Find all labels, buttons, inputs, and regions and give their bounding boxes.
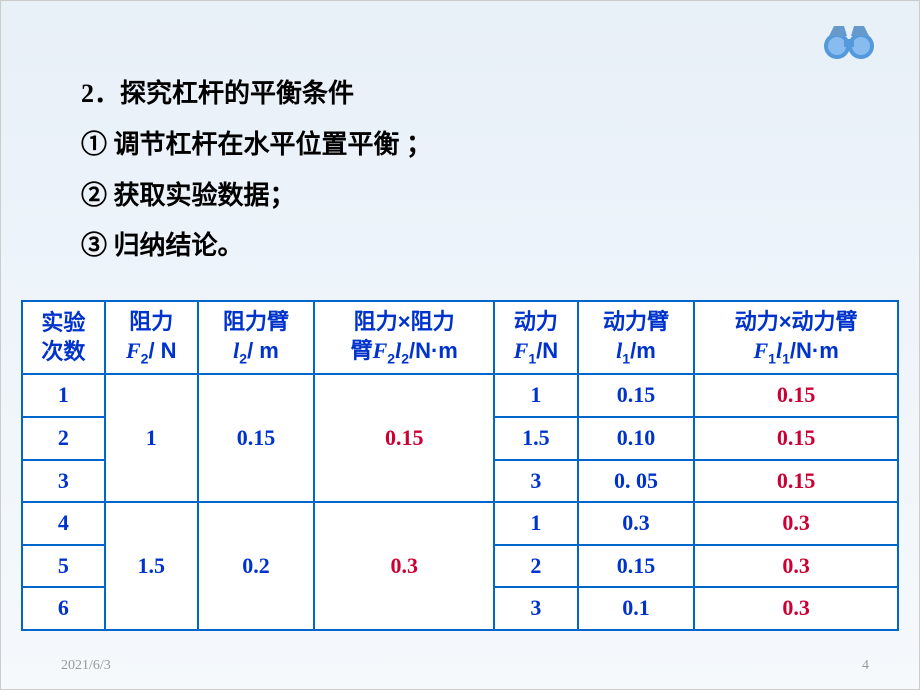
heading-line-4: ③ 归纳结论。 (81, 223, 839, 270)
cell-trial: 6 (22, 587, 105, 630)
cell-l1: 0.15 (578, 545, 695, 588)
cell-f1l1: 0.3 (694, 502, 898, 545)
cell-f2l2: 0.3 (314, 502, 494, 630)
heading-line-2: ① 调节杠杆在水平位置平衡 ； (81, 122, 839, 169)
cell-f1: 3 (494, 587, 578, 630)
header-resistance-arm: 阻力臂 l2/ m (198, 301, 315, 374)
cell-l1: 0. 05 (578, 460, 695, 503)
header-trial: 实验 次数 (22, 301, 105, 374)
cell-l2: 0.15 (198, 374, 315, 502)
heading-line-3: ② 获取实验数据； (81, 173, 839, 220)
header-effort: 动力 F1/N (494, 301, 578, 374)
cell-f1: 1.5 (494, 417, 578, 460)
cell-trial: 5 (22, 545, 105, 588)
cell-f1l1: 0.15 (694, 460, 898, 503)
cell-f1: 1 (494, 374, 578, 417)
cell-l1: 0.15 (578, 374, 695, 417)
cell-trial: 1 (22, 374, 105, 417)
cell-f2: 1 (105, 374, 198, 502)
table-row: 4 1.5 0.2 0.3 1 0.3 0.3 (22, 502, 898, 545)
cell-f1l1: 0.3 (694, 545, 898, 588)
cell-trial: 3 (22, 460, 105, 503)
cell-trial: 4 (22, 502, 105, 545)
cell-trial: 2 (22, 417, 105, 460)
cell-f1l1: 0.15 (694, 417, 898, 460)
data-table-container: 实验 次数 阻力 F2/ N 阻力臂 l2/ m 阻力×阻力 臂F2l2/N·m… (1, 300, 919, 631)
cell-f1l1: 0.3 (694, 587, 898, 630)
heading-line-1: 2．探究杠杆的平衡条件 (81, 71, 839, 118)
cell-f1: 2 (494, 545, 578, 588)
header-resistance: 阻力 F2/ N (105, 301, 198, 374)
cell-l1: 0.10 (578, 417, 695, 460)
footer-date: 2021/6/3 (61, 658, 111, 674)
page-number: 4 (862, 658, 869, 674)
header-effort-arm: 动力臂 l1/m (578, 301, 695, 374)
table-row: 1 1 0.15 0.15 1 0.15 0.15 (22, 374, 898, 417)
cell-f1: 3 (494, 460, 578, 503)
binoculars-icon (819, 21, 879, 66)
cell-l1: 0.1 (578, 587, 695, 630)
header-resistance-product: 阻力×阻力 臂F2l2/N·m (314, 301, 494, 374)
cell-f1l1: 0.15 (694, 374, 898, 417)
experiment-table: 实验 次数 阻力 F2/ N 阻力臂 l2/ m 阻力×阻力 臂F2l2/N·m… (21, 300, 899, 631)
cell-f1: 1 (494, 502, 578, 545)
cell-f2: 1.5 (105, 502, 198, 630)
main-content: 2．探究杠杆的平衡条件 ① 调节杠杆在水平位置平衡 ； ② 获取实验数据； ③ … (1, 1, 919, 270)
cell-l2: 0.2 (198, 502, 315, 630)
table-header-row: 实验 次数 阻力 F2/ N 阻力臂 l2/ m 阻力×阻力 臂F2l2/N·m… (22, 301, 898, 374)
header-effort-product: 动力×动力臂 F1l1/N·m (694, 301, 898, 374)
cell-l1: 0.3 (578, 502, 695, 545)
cell-f2l2: 0.15 (314, 374, 494, 502)
